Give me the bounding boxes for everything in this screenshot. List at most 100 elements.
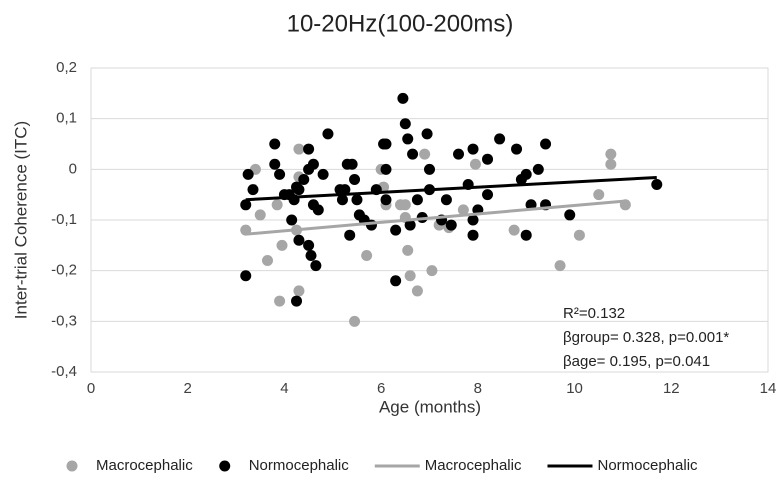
point (467, 214, 479, 226)
annotation: βage= 0.195, p=0.041 (563, 353, 710, 370)
point (310, 260, 322, 272)
point (291, 295, 303, 307)
point (390, 224, 402, 236)
point (402, 244, 414, 256)
point (467, 143, 479, 155)
point (651, 179, 663, 191)
point (293, 234, 305, 246)
point (573, 229, 585, 241)
point (322, 128, 334, 140)
point (440, 194, 452, 206)
legend-label: Normocephalic (249, 457, 350, 474)
trend-line (245, 199, 624, 236)
point (286, 214, 298, 226)
x-axis-label: Age (months) (379, 397, 481, 416)
point (482, 189, 494, 201)
x-tick-label: 6 (377, 380, 385, 397)
point (421, 128, 433, 140)
point (380, 194, 392, 206)
point (424, 163, 435, 175)
point (482, 153, 494, 165)
point (467, 229, 479, 241)
legend-marker (66, 460, 78, 472)
y-tick-label: 0,1 (56, 110, 77, 127)
point (240, 270, 252, 282)
point (605, 148, 617, 160)
point (380, 163, 392, 175)
y-tick-label: -0,2 (51, 262, 77, 279)
point (399, 118, 411, 130)
x-tick-label: 10 (566, 380, 583, 397)
point (402, 133, 414, 145)
point (293, 143, 305, 155)
point (532, 163, 544, 175)
point (540, 138, 552, 150)
point (274, 295, 286, 307)
x-tick-label: 0 (87, 380, 95, 397)
point (344, 229, 356, 241)
point (240, 199, 252, 211)
x-tick-label: 14 (760, 380, 777, 397)
annotation: βgroup= 0.328, p=0.001* (563, 329, 729, 346)
trend-line (245, 175, 657, 202)
point (453, 148, 465, 160)
x-tick-label: 4 (280, 380, 288, 397)
point (274, 168, 286, 180)
point (511, 143, 523, 155)
point (269, 138, 281, 150)
point (336, 194, 348, 206)
y-axis-label: Inter-trial Coherence (ITC) (11, 121, 30, 319)
point (494, 133, 506, 145)
point (307, 158, 319, 170)
y-tick-label: -0,3 (51, 312, 77, 329)
legend-label: Normocephalic (597, 457, 698, 474)
point (351, 194, 363, 206)
point (520, 229, 532, 241)
point (271, 199, 283, 211)
point (380, 138, 392, 150)
legend-marker (219, 460, 231, 472)
point (303, 239, 315, 251)
legend-label: Macrocephalic (425, 457, 522, 474)
point (457, 204, 469, 216)
point (293, 184, 305, 196)
point (303, 143, 315, 155)
chart-title: 10-20Hz(100-200ms) (287, 10, 514, 37)
point (426, 265, 438, 277)
point (397, 92, 409, 104)
point (365, 219, 377, 231)
point (564, 209, 576, 221)
point (262, 255, 274, 267)
point (419, 148, 431, 160)
legend-label: Macrocephalic (96, 457, 193, 474)
point (399, 199, 411, 211)
annotation: R²=0.132 (563, 305, 625, 322)
point (411, 285, 423, 297)
point (242, 168, 254, 180)
point (349, 173, 361, 185)
point (508, 224, 520, 236)
point (361, 249, 373, 261)
point (276, 239, 288, 251)
y-tick-label: -0,1 (51, 211, 77, 228)
point (254, 209, 266, 221)
point (339, 184, 351, 196)
point (247, 184, 259, 196)
x-tick-label: 2 (184, 380, 192, 397)
point (312, 204, 324, 216)
point (445, 219, 457, 231)
point (593, 189, 605, 201)
point (269, 158, 281, 170)
point (407, 148, 419, 160)
y-tick-label: -0,4 (51, 363, 77, 380)
x-tick-label: 12 (663, 380, 680, 397)
point (317, 168, 329, 180)
point (305, 249, 317, 261)
point (390, 275, 402, 287)
point (605, 158, 617, 170)
point (293, 285, 305, 297)
point (298, 173, 310, 185)
y-tick-label: 0,2 (56, 59, 77, 76)
x-tick-label: 8 (474, 380, 482, 397)
